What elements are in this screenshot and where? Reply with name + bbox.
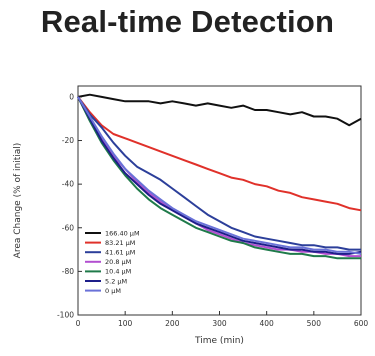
legend-label: 41.61 μM: [105, 249, 135, 257]
x-tick-label: 600: [354, 319, 369, 328]
x-axis-label: Time (min): [194, 336, 244, 346]
axes: 0 100 200 300 400 500 600 0 -20 -40 -60 -80 -100: [57, 85, 369, 328]
y-tick-label: -40: [62, 180, 74, 189]
chart-title: Real-time Detection: [40, 4, 335, 39]
legend-label: 166.40 μM: [105, 229, 140, 237]
y-axis-label: Area Change (% of initial): [13, 143, 23, 259]
x-tick-label: 500: [307, 319, 322, 328]
series-layer: [77, 93, 362, 260]
x-tick-label: 400: [260, 319, 275, 328]
legend-label: 20.8 μM: [105, 258, 131, 266]
series-line: [77, 96, 361, 260]
series-line: [77, 96, 362, 255]
series-line: [77, 96, 362, 212]
series-line: [77, 93, 362, 127]
legend-label: 83.21 μM: [105, 239, 135, 247]
y-tick-label: 0: [69, 92, 74, 101]
series-line: [77, 96, 361, 251]
y-tick-label: -20: [62, 136, 74, 145]
y-tick-label: -60: [62, 223, 74, 232]
x-tick-label: 100: [118, 319, 133, 328]
x-tick-label: 200: [165, 319, 180, 328]
y-tick-label: -100: [57, 311, 74, 320]
legend-label: 0 μM: [105, 287, 121, 295]
x-tick-label: 300: [212, 319, 227, 328]
x-tick-label: 0: [76, 319, 81, 328]
legend-label: 5.2 μM: [105, 277, 127, 285]
series-line: [77, 96, 362, 255]
y-tick-label: -80: [62, 267, 74, 276]
legend-label: 10.4 μM: [105, 268, 131, 276]
